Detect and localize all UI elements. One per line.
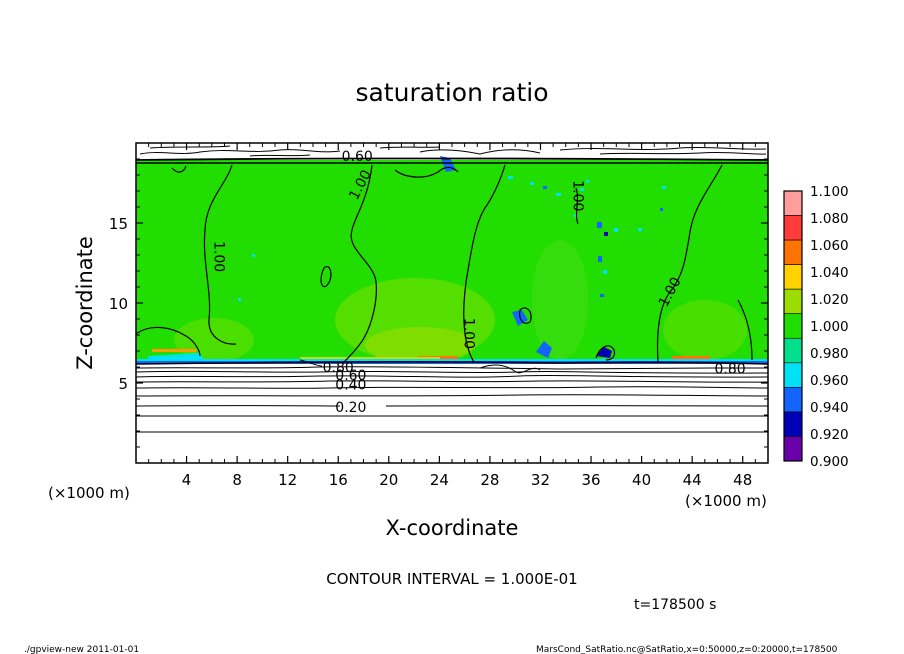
colorbar-swatch	[783, 239, 803, 265]
field-patch	[365, 327, 475, 363]
x-tick-label: 16	[329, 471, 348, 489]
field-patch	[532, 240, 588, 360]
contour-lines-1.00	[135, 164, 753, 363]
contour-lines-low	[135, 359, 769, 433]
blue-spot	[536, 341, 552, 358]
colorbar-label: 1.100	[810, 184, 849, 200]
chart-title: saturation ratio	[355, 78, 548, 107]
x-tick-label: 36	[581, 471, 600, 489]
y-axis-label: Z-coordinate	[73, 236, 97, 370]
footer-left: ./gpview-new 2011-01-01	[24, 645, 139, 654]
contour-label: 0.60	[335, 368, 366, 384]
x-unit-note-left: (×1000 m)	[48, 484, 130, 502]
x-tick-label: 48	[733, 471, 752, 489]
plot-area: 0.601.001.001.001.001.000.800.600.400.20…	[109, 142, 769, 489]
colorbar-swatch	[783, 190, 803, 216]
colorbar-label: 1.040	[810, 265, 849, 281]
footer-right: MarsCond_SatRatio.nc@SatRatio,x=0:50000,…	[536, 645, 838, 654]
x-tick-label: 32	[531, 471, 550, 489]
colorbar-swatch	[783, 264, 803, 290]
contour-labels: 0.601.001.001.001.001.000.800.600.400.20…	[210, 149, 745, 416]
colorbar-swatch	[783, 215, 803, 241]
colorbar-swatch	[783, 288, 803, 315]
contour-label: 1.00	[569, 180, 585, 211]
x-axis: 4 8 12 16 20 24 28 32 36 40 44 48	[148, 143, 756, 489]
contour-interval: CONTOUR INTERVAL = 1.000E-01	[326, 570, 577, 588]
colorbar-swatch	[783, 337, 803, 364]
x-tick-label: 28	[480, 471, 499, 489]
y-axis: 5 10 15	[109, 158, 768, 448]
colorbar-label: 0.980	[810, 346, 849, 362]
contour-label: 0.20	[335, 400, 366, 416]
colorbar-swatch	[783, 362, 803, 388]
x-unit-note-right: (×1000 m)	[685, 492, 767, 510]
colorbar-label: 1.060	[810, 238, 849, 254]
x-tick-label: 12	[278, 471, 297, 489]
x-tick-label: 24	[430, 471, 449, 489]
colorbar-label: 1.080	[810, 211, 849, 227]
colorbar-swatch	[783, 313, 803, 339]
colorbar-label: 0.960	[810, 373, 849, 389]
colorbar-label: 1.020	[810, 292, 849, 308]
colorbar-label: 0.900	[810, 454, 849, 470]
contour-label: 0.40	[335, 378, 366, 394]
x-tick-label: 40	[632, 471, 651, 489]
y-tick-label: 10	[109, 295, 128, 313]
colorbar-swatch	[783, 411, 803, 437]
contour-label: 1.00	[461, 318, 477, 349]
x-tick-label: 4	[182, 471, 192, 489]
x-axis-label: X-coordinate	[386, 516, 519, 540]
time-stamp: t=178500 s	[634, 597, 716, 613]
dark-blue-spot	[596, 347, 612, 358]
contour-label: 1.00	[210, 241, 226, 272]
field-patch	[663, 300, 747, 360]
x-tick-label: 8	[232, 471, 242, 489]
colorbar-label: 0.920	[810, 427, 849, 443]
x-tick-label: 20	[379, 471, 398, 489]
x-tick-label: 44	[683, 471, 702, 489]
colorbar-label: 0.940	[810, 400, 849, 416]
colorbar-swatch	[783, 436, 803, 462]
yellow-patch	[300, 357, 440, 360]
colorbar-label: 1.000	[810, 319, 849, 335]
y-tick-label: 5	[118, 375, 128, 393]
orange-patch	[672, 356, 710, 360]
base-cyan-band	[136, 359, 768, 361]
colorbar-swatch	[783, 387, 803, 413]
colorbar: 1.100 1.080 1.060 1.040 1.020 1.000 0.980 0.960…	[783, 184, 849, 470]
y-tick-label: 15	[109, 215, 128, 233]
contour-label: 0.80	[714, 362, 745, 378]
orange-patch	[152, 349, 196, 352]
contour-label: 0.60	[342, 149, 373, 165]
base-step	[148, 353, 205, 361]
contour-label: 0.80	[323, 360, 354, 376]
scattered-spots	[238, 176, 666, 301]
colorbar-frame	[783, 190, 803, 462]
